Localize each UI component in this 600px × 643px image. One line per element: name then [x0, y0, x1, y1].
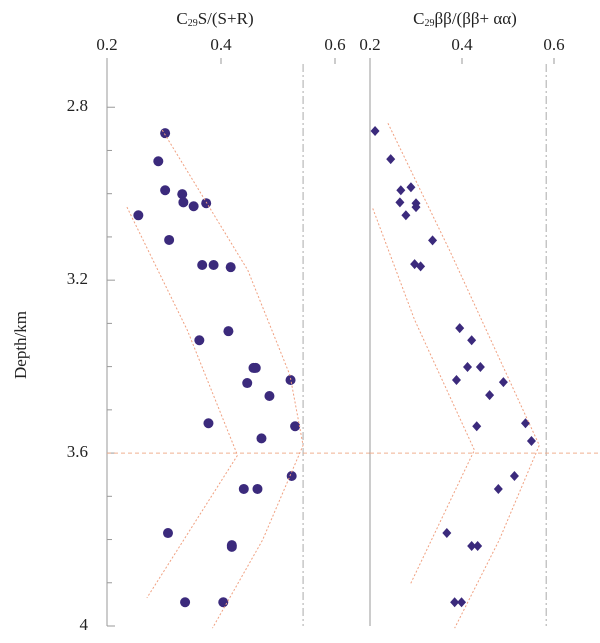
data-point: [153, 156, 164, 167]
data-point: [406, 182, 416, 193]
y-tick-label: 3.6: [67, 442, 88, 461]
panel-title: C29S/(S+R): [176, 9, 253, 29]
data-point: [442, 528, 452, 539]
data-point: [493, 483, 503, 494]
data-point: [485, 390, 495, 401]
data-point: [225, 262, 236, 273]
data-point: [396, 185, 406, 196]
data-point: [509, 470, 519, 481]
data-point: [223, 326, 234, 337]
envelope-line: [126, 206, 239, 599]
data-point: [463, 362, 473, 373]
data-point: [416, 261, 426, 272]
envelope-line: [387, 123, 540, 629]
data-point: [411, 202, 421, 213]
y-axis-label: Depth/km: [11, 311, 30, 379]
y-tick-label: 2.8: [67, 96, 88, 115]
data-point: [180, 597, 191, 608]
data-point: [194, 335, 205, 346]
x-tick-label: 0.6: [324, 35, 345, 54]
data-point: [472, 421, 482, 432]
data-point: [285, 375, 296, 386]
title-part: 29: [425, 18, 435, 29]
data-point: [450, 597, 460, 608]
data-point: [160, 128, 171, 139]
data-point: [264, 391, 275, 402]
data-point: [256, 433, 267, 444]
title-part: C: [176, 9, 187, 28]
title-part: C: [413, 9, 424, 28]
data-point: [401, 210, 411, 221]
data-point: [188, 201, 199, 212]
data-point: [242, 378, 253, 389]
data-point: [473, 541, 483, 552]
x-tick-label: 0.2: [96, 35, 117, 54]
data-point: [178, 197, 189, 208]
data-point: [238, 483, 249, 494]
data-point: [520, 418, 530, 429]
y-tick-label: 4: [80, 615, 89, 634]
envelope-line: [161, 129, 304, 629]
x-tick-label: 0.2: [359, 35, 380, 54]
data-point: [428, 235, 438, 246]
data-point: [226, 541, 237, 552]
x-tick-label: 0.4: [210, 35, 232, 54]
x-tick-label: 0.4: [451, 35, 473, 54]
data-point: [457, 597, 467, 608]
data-point: [177, 189, 188, 200]
data-point: [203, 418, 214, 429]
y-tick-label: 3.2: [67, 269, 88, 288]
data-point: [208, 260, 219, 271]
envelope-line: [372, 208, 475, 586]
data-point: [164, 234, 175, 245]
data-point: [250, 362, 261, 373]
x-tick-label: 0.6: [543, 35, 564, 54]
data-point: [197, 260, 208, 271]
panel-title: C29ββ/(ββ+ αα): [413, 9, 517, 29]
data-point: [133, 210, 144, 221]
title-part: 29: [188, 18, 198, 29]
data-point: [386, 154, 396, 165]
data-point: [218, 597, 229, 608]
data-point: [467, 335, 477, 346]
data-point: [162, 528, 173, 539]
data-point: [498, 377, 508, 388]
data-point: [451, 375, 461, 386]
title-part: S/(S+R): [198, 9, 254, 28]
data-point: [370, 126, 380, 137]
data-point: [395, 197, 405, 208]
data-point: [455, 323, 465, 334]
data-point: [290, 421, 301, 432]
data-point: [252, 483, 263, 494]
data-point: [475, 362, 485, 373]
data-point: [526, 435, 536, 446]
title-part: ββ/(ββ+ αα): [435, 9, 517, 28]
data-point: [467, 541, 477, 552]
data-point: [160, 185, 171, 196]
data-point: [201, 198, 212, 209]
